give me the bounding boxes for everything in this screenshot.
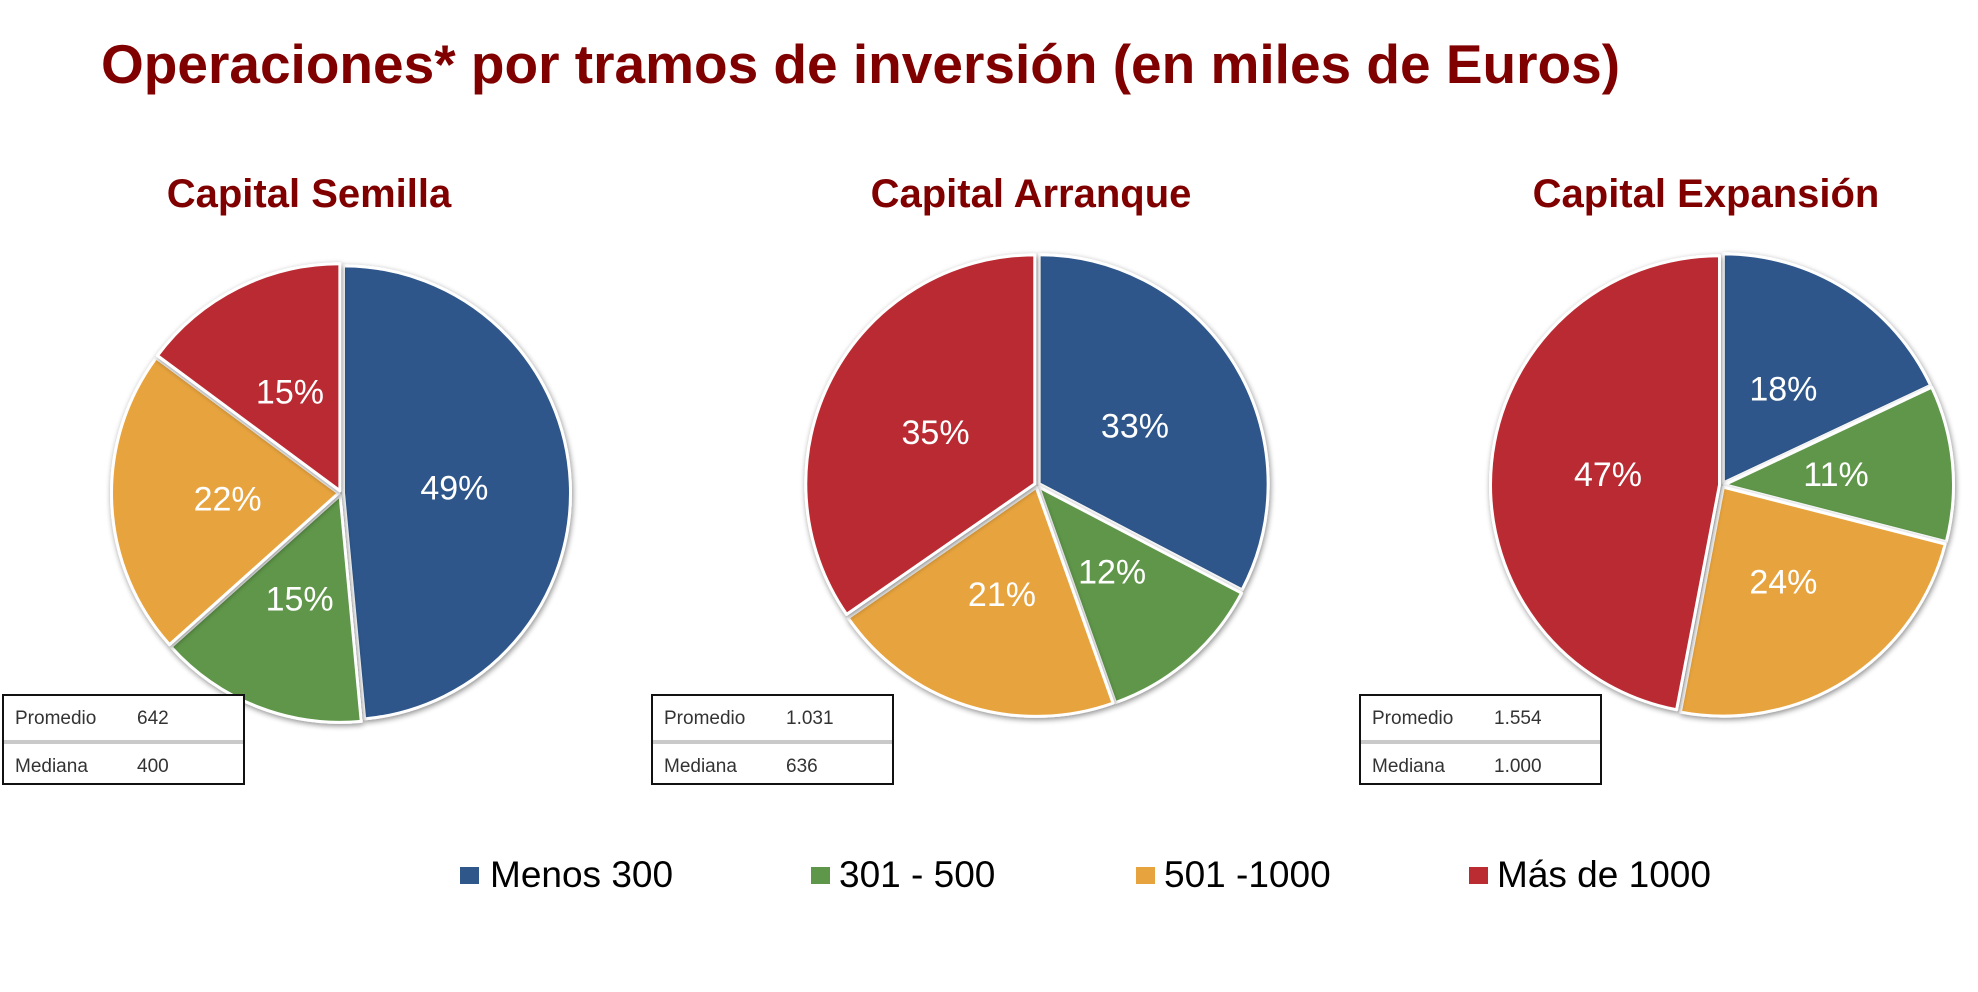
pie-percent-label: 11% <box>1803 456 1869 494</box>
pie-percent-label: 33% <box>1101 408 1169 446</box>
pie-slice-m-s-de-1000 <box>804 253 1037 616</box>
stats-divider <box>4 740 243 744</box>
stats-divider <box>653 740 892 744</box>
pie-percent-label: 49% <box>420 470 488 508</box>
stat-label: Promedio <box>15 708 97 729</box>
legend-label: Más de 1000 <box>1497 854 1711 895</box>
pie-percent-label: 15% <box>266 581 334 619</box>
legend-label: 501 -1000 <box>1164 854 1331 895</box>
pie-slice-301-500 <box>169 493 363 724</box>
pie-slice-301-500 <box>1722 385 1955 544</box>
legend-swatch-icon <box>460 867 479 884</box>
stat-label: Mediana <box>15 756 88 777</box>
stat-value: 1.554 <box>1494 708 1542 729</box>
pie-capital-semilla: 49% 15% 22% 15% <box>110 262 572 724</box>
stats-table-capital-arranque: Promedio 1.031 Mediana 636 <box>651 694 894 785</box>
pie-capital-expansion: 18% 11% 24% 47% <box>1489 252 1955 718</box>
legend-swatch-icon <box>1136 867 1155 884</box>
pie-slice-menos-300 <box>1721 252 1933 485</box>
stats-row-mediana: Mediana 636 <box>653 744 892 788</box>
stats-row-promedio: Promedio 642 <box>4 696 243 740</box>
pie-slice-501-1000 <box>1678 485 1947 718</box>
stats-row-promedio: Promedio 1.554 <box>1361 696 1600 740</box>
pie-percent-label: 12% <box>1078 553 1146 591</box>
stat-label: Mediana <box>1372 756 1445 777</box>
pie-percent-label: 15% <box>256 374 324 412</box>
pie-slice-501-1000 <box>846 485 1115 718</box>
pie-percent-label: 21% <box>968 576 1036 614</box>
pie-slice-menos-300 <box>341 264 572 721</box>
legend-label: 301 - 500 <box>839 854 996 895</box>
pie-slice-301-500 <box>1037 485 1244 705</box>
main-title: Operaciones* por tramos de inversión (en… <box>101 33 1621 95</box>
pie-percent-label: 35% <box>902 414 970 452</box>
stat-label: Promedio <box>664 708 746 729</box>
stats-table-capital-expansion: Promedio 1.554 Mediana 1.000 <box>1359 694 1602 785</box>
stats-divider <box>1361 740 1600 744</box>
legend-swatch-icon <box>1469 867 1488 884</box>
stat-label: Promedio <box>1372 708 1454 729</box>
stat-value: 642 <box>137 708 169 729</box>
stats-row-mediana: Mediana 400 <box>4 744 243 788</box>
pie-percent-label: 47% <box>1574 456 1642 494</box>
pie-percent-label: 22% <box>194 480 262 518</box>
stat-label: Mediana <box>664 756 737 777</box>
pie-slice-m-s-de-1000 <box>155 262 342 493</box>
legend-swatch-icon <box>811 867 830 884</box>
pie-slice-501-1000 <box>110 356 341 647</box>
stat-value: 636 <box>786 756 818 777</box>
pie-slice-m-s-de-1000 <box>1489 254 1722 712</box>
stat-value: 400 <box>137 756 169 777</box>
pie-capital-arranque: 33% 12% 21% 35% <box>804 253 1270 718</box>
stats-row-mediana: Mediana 1.000 <box>1361 744 1600 788</box>
stats-row-promedio: Promedio 1.031 <box>653 696 892 740</box>
pie-title-capital-semilla: Capital Semilla <box>166 172 452 216</box>
pie-slice-menos-300 <box>1037 253 1270 592</box>
pie-title-capital-expansion: Capital Expansión <box>1532 172 1880 216</box>
pie-percent-label: 24% <box>1749 564 1817 602</box>
pie-title-capital-arranque: Capital Arranque <box>870 172 1192 216</box>
stat-value: 1.000 <box>1494 756 1542 777</box>
stats-table-capital-semilla: Promedio 642 Mediana 400 <box>2 694 245 785</box>
stat-value: 1.031 <box>786 708 834 729</box>
legend-label: Menos 300 <box>490 854 674 895</box>
pie-percent-label: 18% <box>1749 370 1817 408</box>
